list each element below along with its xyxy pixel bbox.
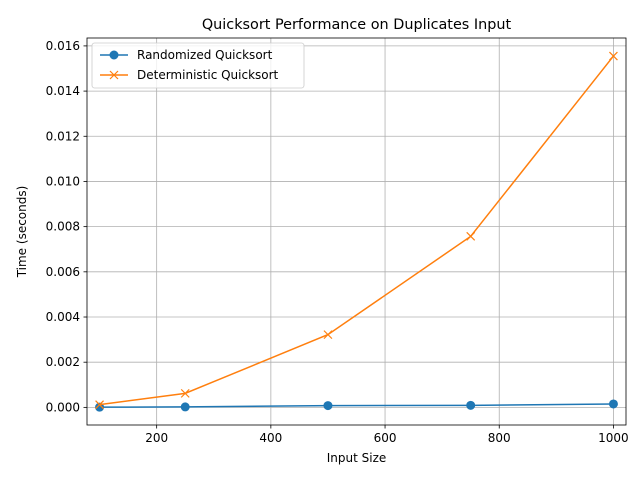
data-point — [466, 231, 476, 241]
series-1 — [95, 399, 618, 412]
y-tick-label: 0.000 — [46, 400, 80, 414]
data-point — [609, 51, 618, 61]
chart-title: Quicksort Performance on Duplicates Inpu… — [202, 17, 512, 33]
legend-label: Deterministic Quicksort — [137, 68, 279, 82]
series-layer — [95, 51, 618, 412]
y-tick-label: 0.010 — [46, 174, 80, 188]
data-point — [180, 402, 190, 412]
x-tick-label: 200 — [145, 431, 168, 445]
legend-marker — [109, 50, 119, 60]
x-axis-label: Input Size — [327, 451, 387, 465]
x-tick-label: 1000 — [598, 431, 629, 445]
y-tick-label: 0.012 — [46, 129, 80, 143]
legend-box — [91, 42, 305, 89]
plot-frame — [86, 37, 627, 426]
legend-label: Randomized Quicksort — [137, 48, 273, 62]
y-axis-label: Time (seconds) — [15, 186, 29, 279]
legend-marker — [109, 70, 119, 80]
y-tick-label: 0.004 — [46, 310, 80, 324]
series-2 — [95, 51, 618, 410]
x-axis-ticks: 200 400 600 800 1000 — [145, 425, 629, 445]
y-tick-label: 0.006 — [46, 265, 80, 279]
legend-item: Randomized Quicksort — [100, 48, 273, 62]
x-tick-label: 400 — [259, 431, 282, 445]
legend: Randomized Quicksort Deterministic Quicks… — [91, 42, 305, 89]
data-point — [466, 400, 476, 410]
x-tick-label: 600 — [374, 431, 397, 445]
data-point — [608, 399, 618, 409]
data-point — [95, 400, 104, 410]
y-tick-label: 0.008 — [46, 220, 80, 234]
y-axis-ticks: 0.000 0.002 0.004 0.006 0.008 0.010 0.012 0.014… — [46, 39, 87, 414]
data-point — [323, 330, 333, 340]
x-tick-label: 800 — [488, 431, 511, 445]
legend-item: Deterministic Quicksort — [100, 68, 279, 82]
y-tick-label: 0.002 — [46, 355, 80, 369]
data-point — [180, 388, 190, 398]
y-tick-label: 0.016 — [46, 39, 80, 53]
y-tick-label: 0.014 — [46, 84, 80, 98]
grid-lines — [87, 38, 626, 425]
data-point — [323, 401, 333, 411]
